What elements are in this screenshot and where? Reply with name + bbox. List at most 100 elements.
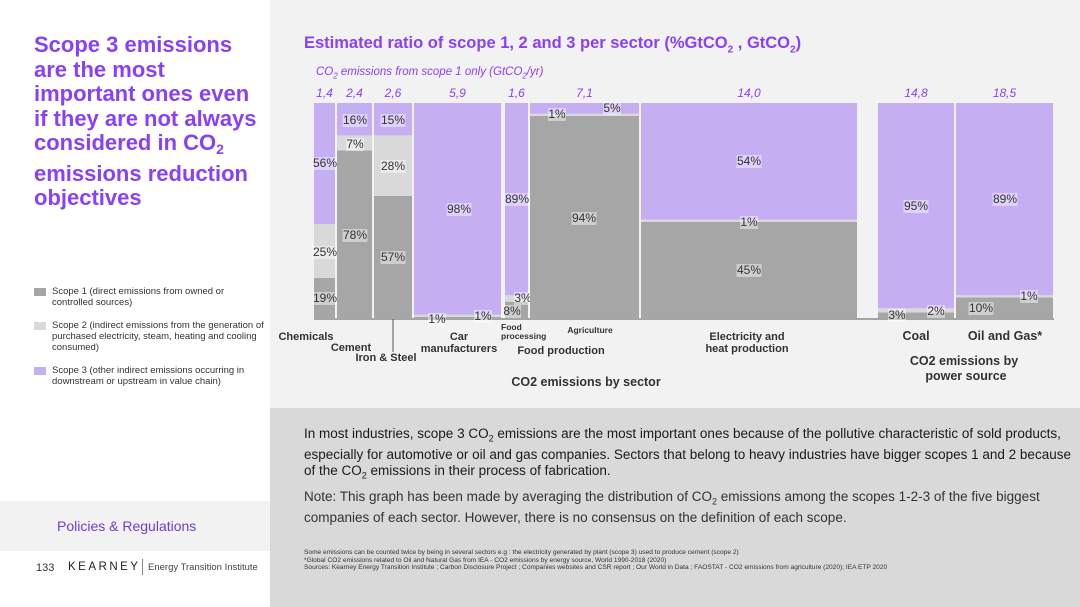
scope2-value-bg — [740, 216, 758, 229]
source-line: *Global CO2 emissions related to Oil and… — [304, 556, 667, 564]
scope1-value-bg — [380, 251, 406, 264]
category-label-food-1: Food — [501, 322, 522, 332]
scope2-value: 25% — [313, 245, 337, 259]
scope2-value: 2% — [927, 304, 945, 318]
footer-divider — [142, 559, 143, 575]
scope1-value-bg — [428, 313, 446, 326]
legend-item-scope1: Scope 1 (direct emissions from owned or … — [34, 286, 264, 308]
kearney-logo: KEARNEY — [68, 561, 141, 573]
scope3-value-bg — [603, 102, 621, 115]
scope2-value: 3% — [514, 291, 532, 305]
bar-scope2-8 — [956, 295, 1053, 298]
scope3-value-bg — [736, 155, 762, 168]
bar-scope2-0 — [314, 223, 335, 278]
category-label-agriculture: Agriculture — [567, 325, 613, 335]
scope2-value-bg — [474, 310, 492, 323]
scope1-value-bg — [571, 212, 597, 225]
bar-scope1-4 — [505, 301, 528, 319]
page-number: 133 — [36, 562, 55, 574]
scope3-value-bg — [903, 200, 929, 213]
scope1-value-bg — [968, 302, 994, 315]
scope1-value: 78% — [343, 228, 367, 242]
scope1-total-label: 18,5 — [993, 86, 1017, 100]
sources: Some emissions can be counted twice by b… — [304, 549, 1074, 572]
scope2-value: 7% — [346, 137, 364, 151]
category-label-food-2: processing — [501, 331, 546, 341]
group-label-sector: CO2 emissions by sector — [511, 375, 661, 389]
scope2-value-bg — [346, 138, 364, 151]
category-label-oil-gas: Oil and Gas* — [968, 329, 1042, 343]
bar-scope1-1 — [337, 150, 372, 319]
policies-label[interactable]: Policies & Regulations — [57, 518, 197, 534]
scope3-value: 5% — [603, 101, 621, 115]
scope3-value: 16% — [343, 113, 367, 127]
page-headline: Scope 3 emissions are the most important… — [34, 32, 257, 210]
bar-scope2-7 — [878, 308, 954, 313]
scope2-value-bg — [514, 292, 532, 305]
note-text: Note: This graph has been made by averag… — [304, 489, 1040, 525]
bar-scope3-5 — [530, 103, 639, 114]
scope1-value: 94% — [572, 211, 596, 225]
scope2-value-bg — [927, 305, 945, 318]
bar-scope1-0 — [314, 277, 335, 319]
scope2-value-bg — [548, 108, 566, 121]
scope1-value: 19% — [313, 291, 337, 305]
bar-scope1-8 — [956, 297, 1053, 319]
bar-scope2-6 — [641, 219, 857, 222]
bar-scope3-1 — [337, 103, 372, 136]
scope3-value: 56% — [313, 156, 337, 170]
scope3-value-bg — [504, 193, 530, 206]
legend-item-scope2: Scope 2 (indirect emissions from the gen… — [34, 320, 264, 353]
chart-title: Estimated ratio of scope 1, 2 and 3 per … — [304, 34, 802, 56]
scope2-swatch — [34, 322, 46, 330]
scope1-total-label: 2,6 — [384, 86, 402, 100]
bar-scope3-7 — [878, 103, 954, 309]
scope2-value: 1% — [740, 215, 758, 229]
food-group-label: Food production — [517, 345, 605, 357]
scope3-value: 89% — [505, 192, 529, 206]
scope3-value: 95% — [904, 199, 928, 213]
legend-item-scope3: Scope 3 (other indirect emissions occurr… — [34, 365, 264, 387]
legend-label: Scope 2 (indirect emissions from the gen… — [52, 320, 264, 353]
bar-scope3-0 — [314, 103, 335, 224]
category-label-cement: Cement — [331, 342, 372, 354]
category-label-electricity-1: Electricity and — [709, 331, 784, 343]
scope2-value: 1% — [548, 107, 566, 121]
scope2-value-bg — [1020, 290, 1038, 303]
scope3-value: 98% — [447, 202, 471, 216]
main-text: In most industries, scope 3 CO2 emission… — [304, 426, 1071, 481]
scope1-value: 57% — [381, 250, 405, 264]
bar-scope2-1 — [337, 135, 372, 151]
source-line: Sources: Kearney Energy Transition Insti… — [304, 564, 888, 572]
chart-subtitle: CO2 emissions from scope 1 only (GtCO2/y… — [316, 66, 544, 81]
bar-scope3-8 — [956, 103, 1053, 296]
bar-scope1-5 — [530, 115, 639, 320]
scope1-value-bg — [888, 309, 906, 322]
scope1-total-label: 14,0 — [737, 86, 761, 100]
scope3-value-bg — [992, 193, 1018, 206]
scope1-swatch — [34, 288, 46, 296]
legend-label: Scope 3 (other indirect emissions occurr… — [52, 365, 245, 387]
category-label-iron-steel: Iron & Steel — [355, 352, 416, 364]
legend: Scope 1 (direct emissions from owned or … — [34, 286, 264, 399]
bar-scope2-2 — [374, 135, 412, 196]
scope1-total-label: 1,6 — [508, 86, 525, 100]
institute-name: Energy Transition Institute — [148, 562, 258, 573]
mekko-chart: 1,4 19% 25% 56% 2,4 78% 7% 16% 2,6 57% 28% 15% 5,9 1%… — [278, 86, 1054, 389]
bar-scope1-3 — [414, 316, 501, 319]
bar-scope2-4 — [505, 295, 528, 302]
scope1-value-bg — [503, 305, 521, 318]
scope1-total-label: 5,9 — [449, 86, 466, 100]
scope2-value: 1% — [474, 309, 492, 323]
scope3-value: 15% — [381, 113, 405, 127]
bar-scope3-6 — [641, 103, 857, 220]
scope1-value: 3% — [888, 308, 906, 322]
category-label-car-2: manufacturers — [421, 343, 497, 355]
scope3-value-bg — [446, 203, 472, 216]
policies-link[interactable]: Policies & Regulations — [0, 501, 270, 551]
scope2-value: 1% — [1020, 289, 1038, 303]
footer: 133 KEARNEY Energy Transition Institute — [36, 559, 258, 575]
bar-scope1-7 — [878, 312, 954, 319]
scope3-value: 54% — [737, 154, 761, 168]
scope3-value-bg — [312, 157, 338, 170]
